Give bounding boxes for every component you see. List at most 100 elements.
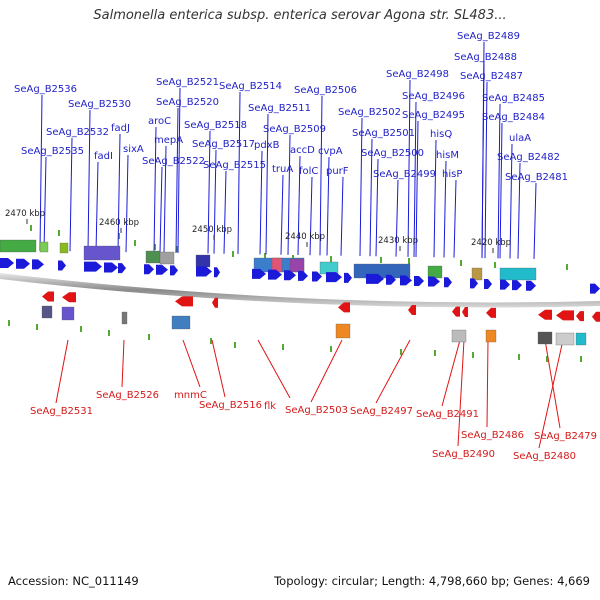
feature-mark (148, 334, 150, 340)
gene-label-top: purF (326, 166, 349, 177)
label-leader-line (533, 182, 537, 259)
gene-label-top: SeAg_B2514 (219, 81, 282, 92)
feature-mark (566, 264, 568, 270)
forward-gene-arrow (470, 278, 478, 289)
gene-label-bottom: SeAg_B2490 (432, 449, 495, 460)
forward-gene-arrow (500, 279, 510, 290)
gene-label-top: SeAg_B2495 (402, 110, 465, 121)
kbp-tick-label: 2420 kbp (471, 238, 511, 248)
forward-gene-arrow (252, 268, 266, 279)
label-leader-line (538, 339, 564, 449)
label-leader-line (415, 120, 419, 257)
gene-label-bottom: SeAg_B2486 (461, 430, 524, 441)
gene-label-bottom: SeAg_B2497 (350, 406, 413, 417)
reverse-gene-arrow (556, 310, 574, 321)
gene-label-top: fadJ (111, 123, 130, 134)
label-leader-line (43, 156, 47, 251)
gene-label-top: sixA (123, 144, 144, 155)
gene-label-top: accD (290, 145, 315, 156)
label-leader-line (175, 107, 179, 253)
label-leader-line (310, 339, 343, 403)
gene-label-top: SeAg_B2515 (203, 160, 266, 171)
gene-label-top: SeAg_B2535 (21, 146, 84, 157)
label-leader-line (375, 158, 379, 257)
gene-label-top: hisQ (430, 129, 452, 140)
feature-mark (134, 240, 136, 246)
label-leader-line (359, 117, 363, 257)
forward-gene-arrow (144, 264, 154, 275)
forward-gene-arrow (16, 258, 30, 269)
label-leader-line (484, 81, 488, 259)
map-title: Salmonella enterica subsp. enterica sero… (93, 8, 507, 23)
gene-label-top: SeAg_B2511 (248, 103, 311, 114)
label-leader-line (69, 137, 73, 252)
reverse-gene-arrow (338, 302, 350, 313)
gene-label-top: hisP (442, 169, 462, 180)
reverse-gene-arrow (592, 311, 600, 322)
feature-mark (330, 346, 332, 352)
label-leader-line (223, 170, 227, 254)
forward-gene-arrow (298, 270, 308, 281)
gene-label-top: SeAg_B2506 (294, 85, 357, 96)
feature-box (427, 265, 443, 279)
feature-mark (494, 262, 496, 268)
forward-gene-arrow (284, 270, 296, 281)
feature-box (39, 241, 49, 253)
gene-label-top: SeAg_B2518 (184, 120, 247, 131)
reverse-gene-arrow (452, 306, 460, 317)
kbp-tick-label: 2440 kbp (285, 232, 325, 242)
label-leader-line (163, 145, 167, 253)
gene-label-top: SeAg_B2517 (192, 139, 255, 150)
feature-box (145, 250, 161, 264)
feature-box (537, 331, 553, 345)
feature-mark (330, 256, 332, 262)
label-leader-line (207, 130, 211, 254)
kbp-tick-label: 2460 kbp (99, 218, 139, 228)
feature-mark (380, 257, 382, 263)
gene-label-top: SeAg_B2496 (402, 91, 465, 102)
feature-mark (434, 350, 436, 356)
forward-gene-arrow (170, 265, 178, 276)
gene-label-top: hisM (436, 150, 459, 161)
gene-label-bottom: SeAg_B2531 (30, 406, 93, 417)
gene-label-top: SeAg_B2482 (497, 152, 560, 163)
feature-box (499, 267, 537, 281)
label-leader-line (177, 87, 181, 254)
gene-label-bottom: SeAg_B2503 (285, 405, 348, 416)
label-leader-line (211, 339, 226, 398)
forward-gene-arrow (326, 272, 342, 283)
forward-gene-arrow (400, 275, 412, 286)
label-leader-line (433, 139, 437, 258)
label-leader-line (259, 150, 263, 255)
gene-label-top: SeAg_B2481 (505, 172, 568, 183)
kbp-tick-label: 2450 kbp (192, 225, 232, 235)
accession-text: Accession: NC_011149 (8, 574, 139, 588)
gene-label-bottom: SeAg_B2516 (199, 400, 262, 411)
gene-label-top: SeAg_B2532 (46, 127, 109, 138)
feature-box (451, 329, 467, 343)
gene-label-top: SeAg_B2520 (156, 97, 219, 108)
forward-gene-arrow (386, 274, 396, 285)
gene-label-bottom: SeAg_B2479 (534, 431, 597, 442)
reverse-gene-arrow (486, 307, 496, 318)
label-leader-line (497, 103, 501, 259)
label-leader-line (413, 101, 417, 257)
forward-gene-arrow (444, 277, 452, 288)
reverse-gene-arrow (408, 304, 416, 315)
gene-label-bottom: mnmC (174, 390, 207, 401)
label-leader-line (159, 166, 163, 253)
gene-label-top: folC (299, 166, 318, 177)
gene-label-bottom: SeAg_B2480 (513, 451, 576, 462)
reverse-gene-arrow (62, 292, 76, 303)
forward-gene-arrow (196, 266, 212, 277)
forward-gene-arrow (344, 272, 352, 283)
gene-label-top: fadI (94, 151, 113, 162)
forward-gene-arrow (118, 263, 126, 274)
gene-label-top: ulaA (509, 133, 531, 144)
feature-box (289, 258, 305, 273)
forward-gene-arrow (312, 271, 322, 282)
label-leader-line (457, 339, 465, 447)
label-leader-line (453, 179, 457, 258)
feature-mark (58, 230, 60, 236)
label-leader-line (517, 162, 521, 259)
